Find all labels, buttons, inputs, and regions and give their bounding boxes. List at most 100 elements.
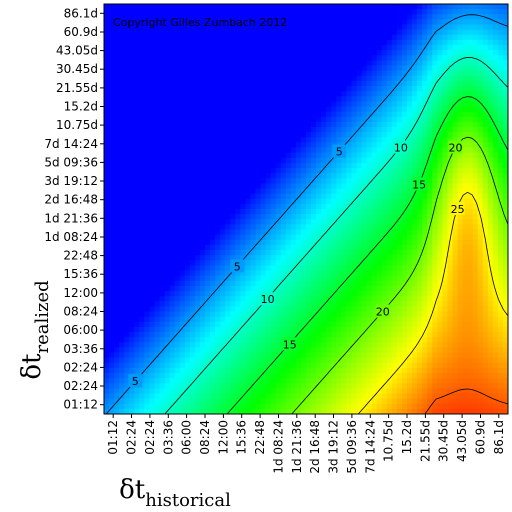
heatmap-cell	[407, 198, 413, 205]
heatmap-cell	[346, 14, 353, 20]
heatmap-cell	[452, 178, 459, 184]
heatmap-cell	[205, 280, 211, 287]
heatmap-cell	[492, 219, 499, 225]
heatmap-cell	[265, 9, 272, 15]
heatmap-cell	[396, 301, 403, 307]
heatmap-cell	[371, 285, 378, 292]
heatmap-cell	[447, 157, 454, 164]
heatmap-cell	[447, 229, 454, 236]
heatmap-cell	[174, 60, 181, 67]
heatmap-cell	[265, 55, 272, 61]
heatmap-cell	[306, 188, 312, 195]
heatmap-cell	[346, 75, 353, 82]
heatmap-cell	[482, 203, 489, 210]
heatmap-cell	[169, 311, 176, 318]
heatmap-cell	[437, 280, 443, 287]
heatmap-cell	[356, 209, 363, 215]
heatmap-cell	[235, 9, 241, 15]
heatmap-cell	[472, 86, 479, 92]
heatmap-cell	[290, 270, 297, 277]
heatmap-cell	[124, 65, 130, 72]
heatmap-cell	[326, 80, 332, 87]
heatmap-cell	[184, 24, 191, 31]
heatmap-cell	[401, 162, 408, 169]
heatmap-cell	[184, 106, 191, 113]
heatmap-cell	[194, 296, 201, 302]
heatmap-cell	[386, 198, 393, 205]
heatmap-cell	[417, 70, 423, 77]
heatmap-cell	[260, 101, 267, 108]
heatmap-cell	[432, 209, 438, 215]
heatmap-cell	[401, 198, 408, 205]
heatmap-cell	[149, 239, 156, 246]
heatmap-cell	[482, 301, 489, 307]
heatmap-cell	[396, 183, 403, 190]
heatmap-cell	[199, 29, 206, 36]
heatmap-cell	[492, 142, 499, 149]
heatmap-cell	[437, 229, 443, 236]
heatmap-cell	[174, 111, 181, 118]
heatmap-cell	[497, 229, 504, 236]
heatmap-cell	[457, 39, 464, 46]
heatmap-cell	[477, 157, 484, 164]
heatmap-cell	[341, 14, 347, 20]
heatmap-cell	[194, 183, 201, 190]
heatmap-cell	[124, 19, 130, 26]
heatmap-cell	[205, 178, 211, 184]
heatmap-cell	[341, 296, 347, 302]
heatmap-cell	[179, 14, 186, 20]
heatmap-cell	[391, 65, 398, 72]
heatmap-cell	[417, 29, 423, 36]
heatmap-cell	[326, 19, 332, 26]
heatmap-cell	[124, 244, 130, 251]
heatmap-cell	[356, 137, 363, 143]
heatmap-cell	[174, 34, 181, 41]
heatmap-cell	[306, 9, 312, 15]
heatmap-cell	[159, 219, 166, 225]
heatmap-cell	[366, 157, 373, 164]
heatmap-cell	[346, 234, 353, 241]
heatmap-cell	[361, 168, 368, 174]
heatmap-cell	[391, 224, 398, 231]
heatmap-cell	[316, 106, 322, 113]
heatmap-cell	[316, 219, 322, 225]
heatmap-cell	[407, 9, 413, 15]
heatmap-cell	[179, 296, 186, 302]
heatmap-cell	[346, 209, 353, 215]
heatmap-cell	[442, 34, 448, 41]
heatmap-cell	[280, 321, 287, 328]
heatmap-cell	[452, 50, 459, 56]
heatmap-cell	[255, 193, 262, 200]
heatmap-cell	[245, 55, 252, 61]
heatmap-cell	[477, 244, 484, 251]
heatmap-cell	[492, 157, 499, 164]
heatmap-cell	[119, 162, 125, 169]
heatmap-cell	[366, 65, 373, 72]
heatmap-cell	[199, 214, 206, 220]
heatmap-cell	[260, 55, 267, 61]
heatmap-cell	[109, 65, 115, 72]
heatmap-cell	[149, 209, 156, 215]
heatmap-cell	[437, 260, 443, 266]
heatmap-cell	[119, 55, 125, 61]
heatmap-cell	[139, 132, 145, 138]
heatmap-cell	[149, 214, 156, 220]
heatmap-cell	[270, 260, 277, 266]
heatmap-cell	[285, 147, 292, 154]
heatmap-cell	[184, 121, 191, 128]
heatmap-cell	[462, 178, 469, 184]
heatmap-cell	[472, 275, 479, 282]
heatmap-cell	[255, 173, 262, 179]
heatmap-cell	[351, 127, 358, 133]
heatmap-cell	[462, 116, 469, 123]
heatmap-cell	[270, 75, 277, 82]
heatmap-cell	[250, 55, 257, 61]
heatmap-cell	[260, 244, 267, 251]
heatmap-cell	[250, 80, 257, 87]
heatmap-cell	[492, 50, 499, 56]
heatmap-cell	[457, 60, 464, 67]
heatmap-cell	[497, 265, 504, 272]
heatmap-cell	[321, 229, 327, 236]
heatmap-cell	[331, 306, 337, 313]
heatmap-cell	[139, 142, 145, 149]
